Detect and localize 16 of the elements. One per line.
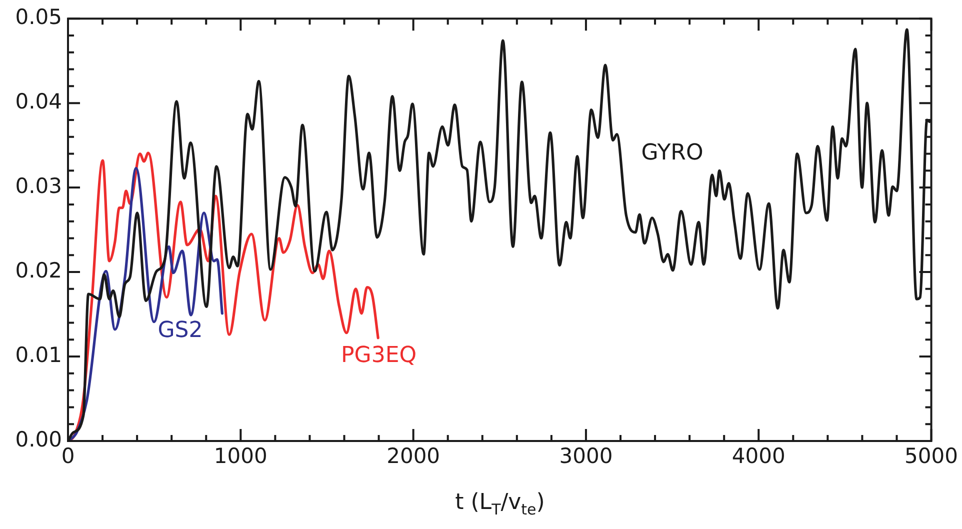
x-tick-label: 2000 [386, 444, 440, 468]
y-tick-label: 0.04 [15, 90, 62, 114]
x-tick-label: 4000 [732, 444, 786, 468]
x-tick-label: 3000 [559, 444, 613, 468]
x-tick-label: 1000 [214, 444, 268, 468]
y-tick-label: 0.05 [15, 5, 62, 30]
y-tick-label: 0.03 [15, 174, 62, 198]
x-axis-title: t (L$_{T}$/v$_{te}$) [454, 490, 546, 518]
series-label: PG3EQ [341, 343, 417, 368]
y-tick-label: 0.01 [15, 342, 62, 367]
x-tick-label: 5000 [904, 444, 958, 468]
x-tick-label: 0 [61, 444, 75, 468]
series-label: GS2 [158, 318, 203, 343]
y-tick-label: 0.00 [15, 427, 62, 452]
y-tick-label: 0.02 [15, 258, 62, 282]
series-label: GYRO [641, 140, 704, 166]
